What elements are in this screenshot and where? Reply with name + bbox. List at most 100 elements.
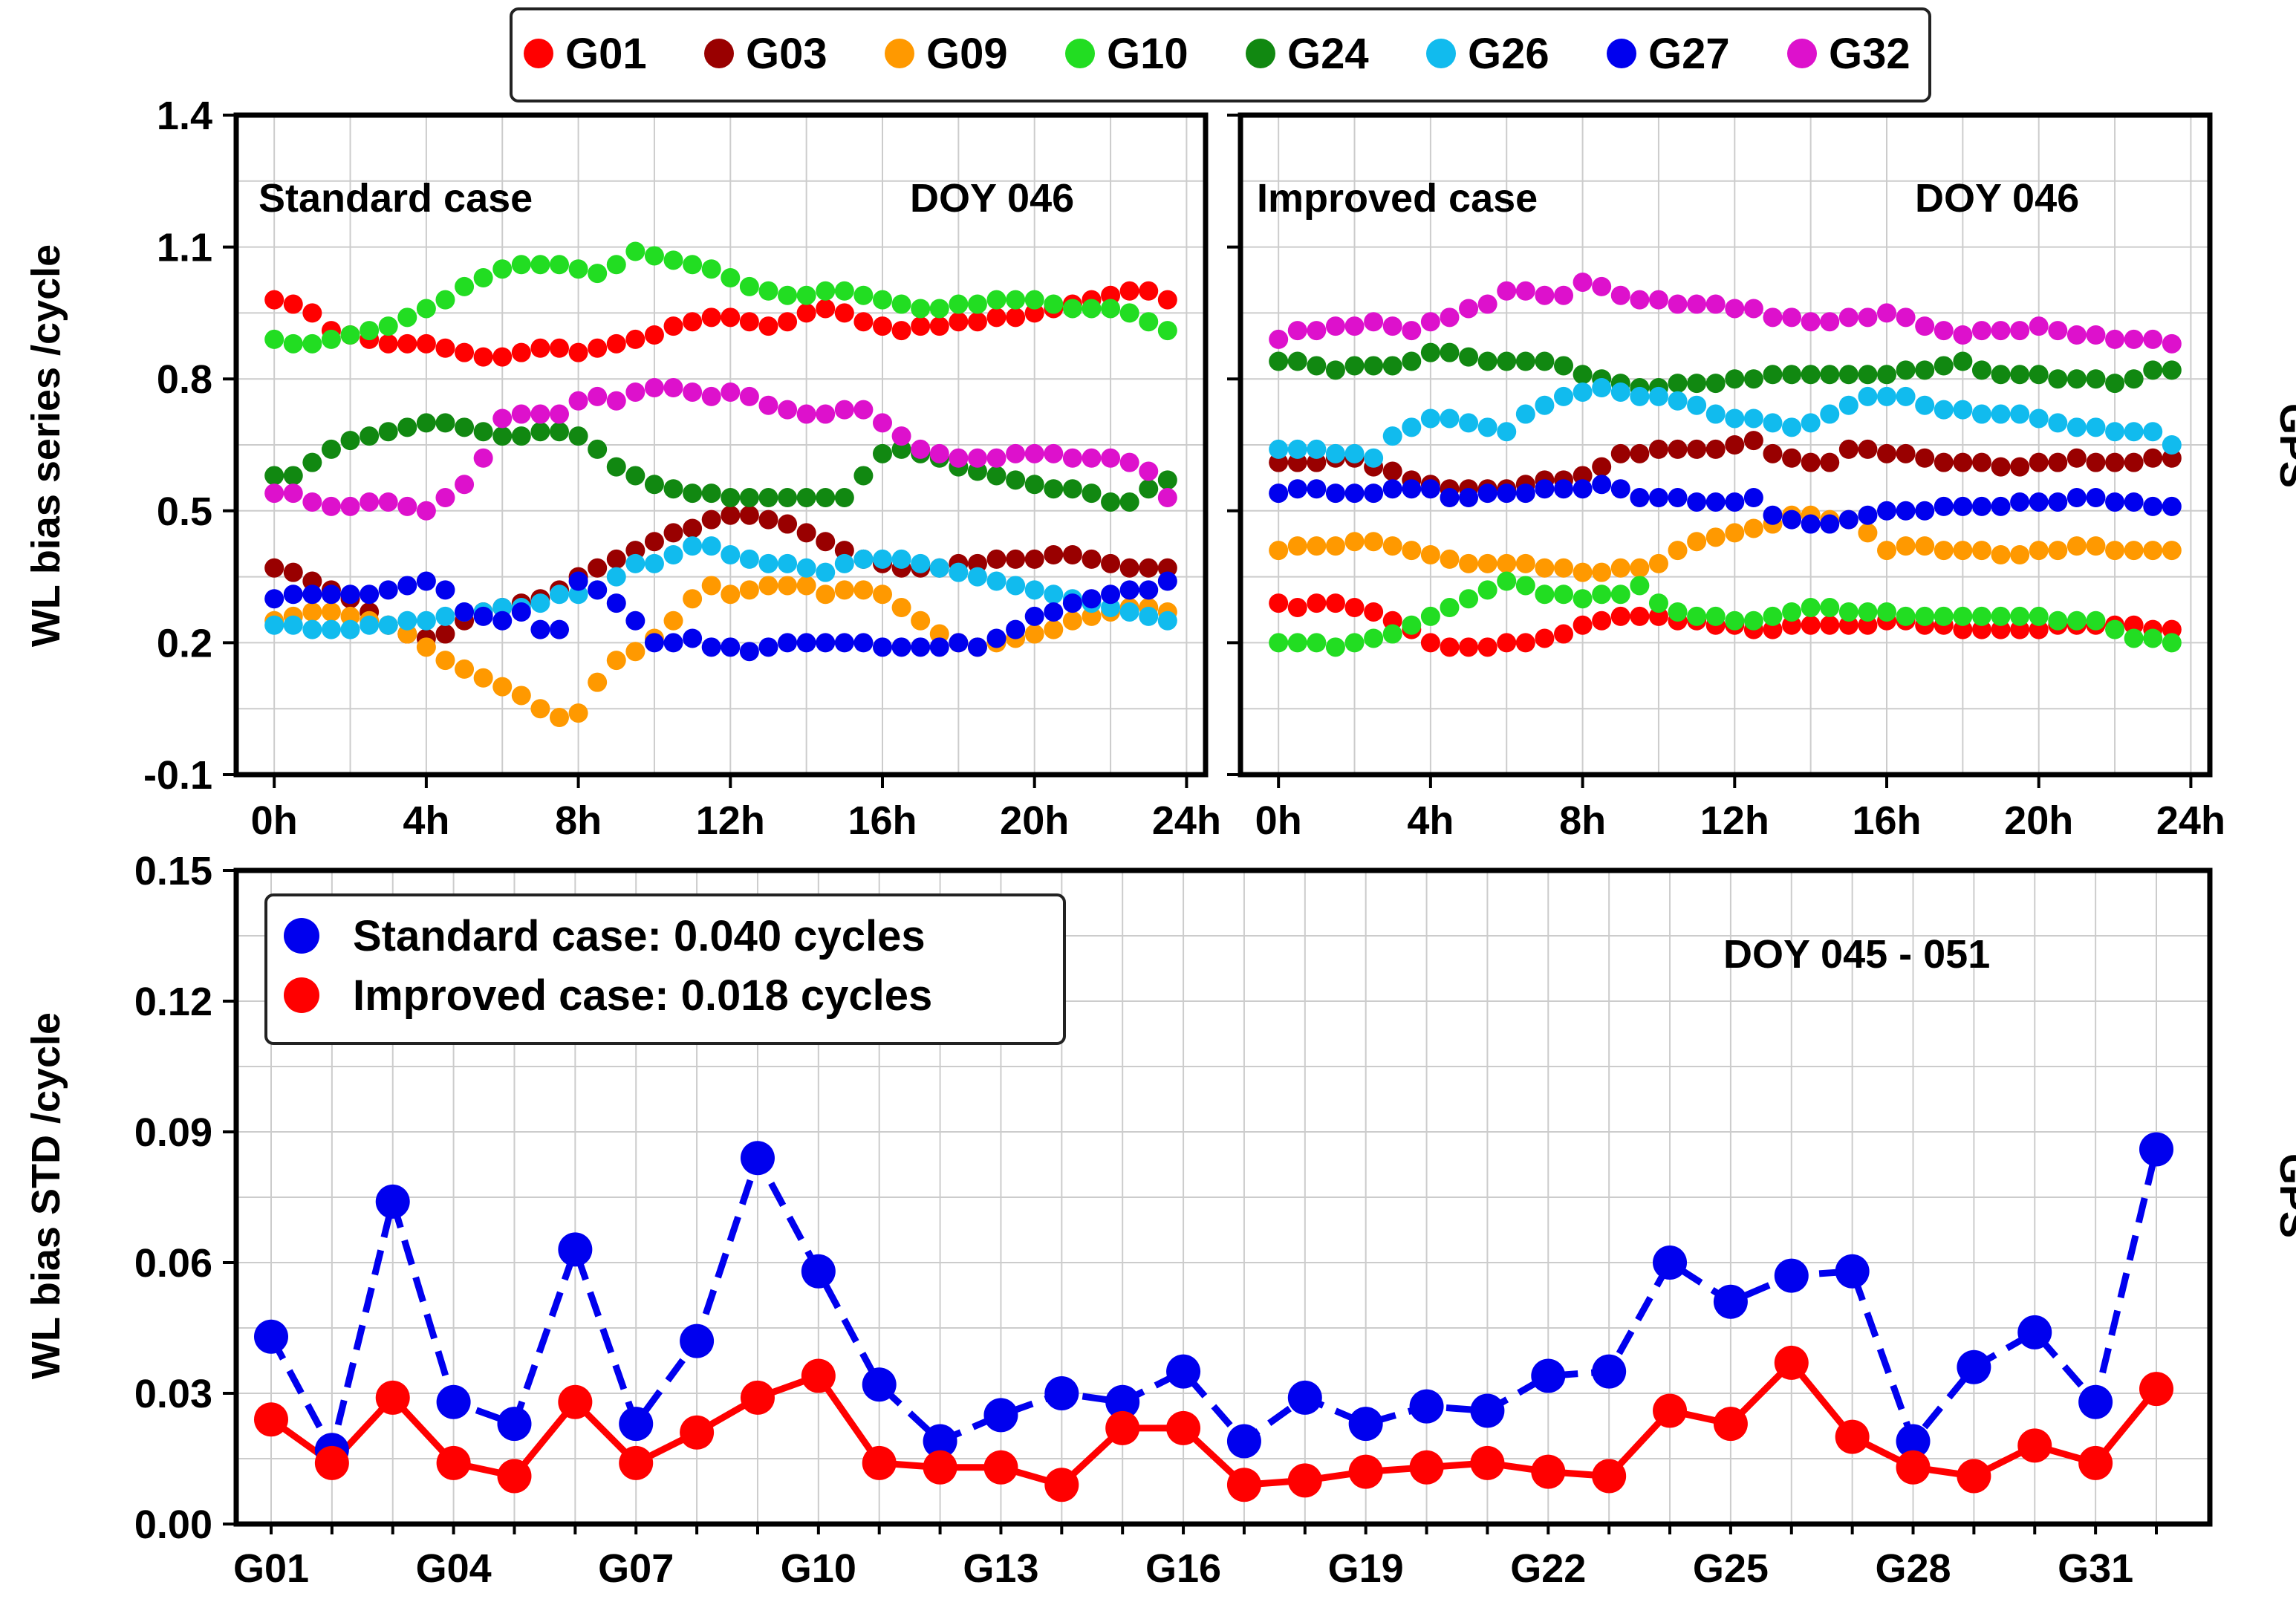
point-g01 [1858, 615, 1878, 635]
point-g24 [1705, 374, 1726, 394]
panel-std-frame [233, 867, 2213, 1527]
point-g03 [302, 571, 322, 591]
point-g27 [625, 610, 645, 631]
point-g26 [1782, 417, 1802, 437]
point-g27 [739, 642, 759, 662]
point-g24 [1838, 365, 1858, 385]
point-g01 [588, 338, 608, 358]
point-g10 [1687, 606, 1707, 626]
point-g26 [1325, 443, 1345, 463]
point-g10 [1402, 615, 1422, 635]
point-standard-g09 [740, 1141, 775, 1176]
point-g27 [1515, 483, 1535, 504]
point-g27 [340, 585, 360, 605]
point-g27 [1269, 483, 1289, 504]
point-g32 [1440, 307, 1460, 328]
point-g27 [1344, 483, 1365, 504]
point-g32 [2124, 329, 2144, 349]
point-g32 [2048, 321, 2068, 341]
point-g26 [949, 562, 969, 582]
point-g01 [1119, 281, 1139, 301]
point-g03 [778, 514, 798, 534]
point-standard-g23 [1592, 1354, 1627, 1389]
point-g27 [530, 619, 550, 639]
x-tick-label: 20h [1000, 798, 1069, 843]
point-standard-g05 [497, 1407, 532, 1442]
point-g24 [778, 488, 798, 508]
point-g10 [264, 329, 284, 349]
point-g32 [1420, 312, 1440, 332]
point-g10 [758, 281, 778, 301]
point-g10 [739, 276, 759, 296]
point-g10 [1725, 610, 1745, 631]
point-g24 [2162, 360, 2182, 380]
point-improved-g32 [2139, 1372, 2173, 1407]
point-g26 [891, 549, 911, 569]
point-g01 [758, 316, 778, 336]
point-g32 [283, 483, 303, 504]
point-g27 [1725, 492, 1745, 512]
annotation-doy-improved: DOY 046 [1915, 176, 2079, 221]
point-standard-g06 [558, 1232, 593, 1267]
point-g24 [302, 452, 322, 472]
point-g26 [1592, 378, 1612, 398]
point-g27 [492, 610, 513, 631]
point-g24 [1515, 351, 1535, 371]
point-g27 [1006, 619, 1026, 639]
y-axis-title-series: WL bias series /cycle [24, 244, 68, 647]
point-standard-g17 [1226, 1424, 1261, 1459]
point-g26 [1820, 404, 1840, 424]
point-g32 [853, 400, 874, 420]
point-improved-g20 [1409, 1450, 1444, 1485]
legend-label-g09: G09 [926, 30, 1008, 78]
point-g26 [1610, 382, 1630, 402]
point-g26 [1573, 382, 1593, 402]
point-g24 [1477, 351, 1497, 371]
point-g26 [1877, 386, 1896, 406]
point-g09 [2066, 536, 2087, 556]
point-g27 [1459, 488, 1479, 508]
point-g27 [283, 585, 303, 605]
point-g26 [1157, 610, 1177, 631]
side-label-gps-bottom: GPS [2271, 1153, 2296, 1238]
point-g09 [1440, 549, 1460, 569]
point-g01 [550, 338, 569, 358]
point-g10 [2048, 610, 2068, 631]
point-g03 [701, 509, 721, 530]
point-g03 [1896, 443, 1916, 463]
point-g32 [1725, 299, 1745, 319]
point-g10 [1763, 606, 1783, 626]
point-g01 [1364, 602, 1384, 622]
point-g27 [1535, 479, 1555, 499]
point-g09 [550, 708, 569, 728]
std-legend-label-standard: Standard case: 0.040 cycles [353, 912, 926, 960]
legend-marker-g10 [1065, 39, 1095, 68]
point-g26 [2010, 404, 2030, 424]
point-improved-g21 [1470, 1445, 1505, 1480]
point-improved-g02 [314, 1445, 349, 1480]
point-g10 [929, 299, 949, 319]
point-g03 [1307, 452, 1327, 472]
point-g32 [1044, 443, 1064, 463]
point-g32 [530, 404, 550, 424]
point-g10 [550, 255, 569, 275]
point-g32 [1763, 307, 1783, 328]
point-g09 [1459, 553, 1479, 573]
point-standard-g03 [375, 1184, 410, 1219]
point-g27 [644, 633, 664, 653]
point-g10 [986, 290, 1006, 310]
point-g27 [1420, 479, 1440, 499]
point-g01 [796, 303, 816, 323]
point-g01 [283, 294, 303, 314]
point-g27 [1554, 479, 1573, 499]
point-improved-g29 [1957, 1459, 1991, 1494]
point-g24 [1459, 347, 1479, 367]
point-improved-g09 [740, 1380, 775, 1415]
point-standard-g22 [1531, 1358, 1566, 1393]
point-g09 [1382, 536, 1402, 556]
point-g26 [1024, 580, 1044, 600]
point-g32 [511, 404, 531, 424]
point-g10 [473, 268, 493, 288]
point-g09 [1287, 536, 1307, 556]
point-improved-g08 [680, 1415, 715, 1450]
